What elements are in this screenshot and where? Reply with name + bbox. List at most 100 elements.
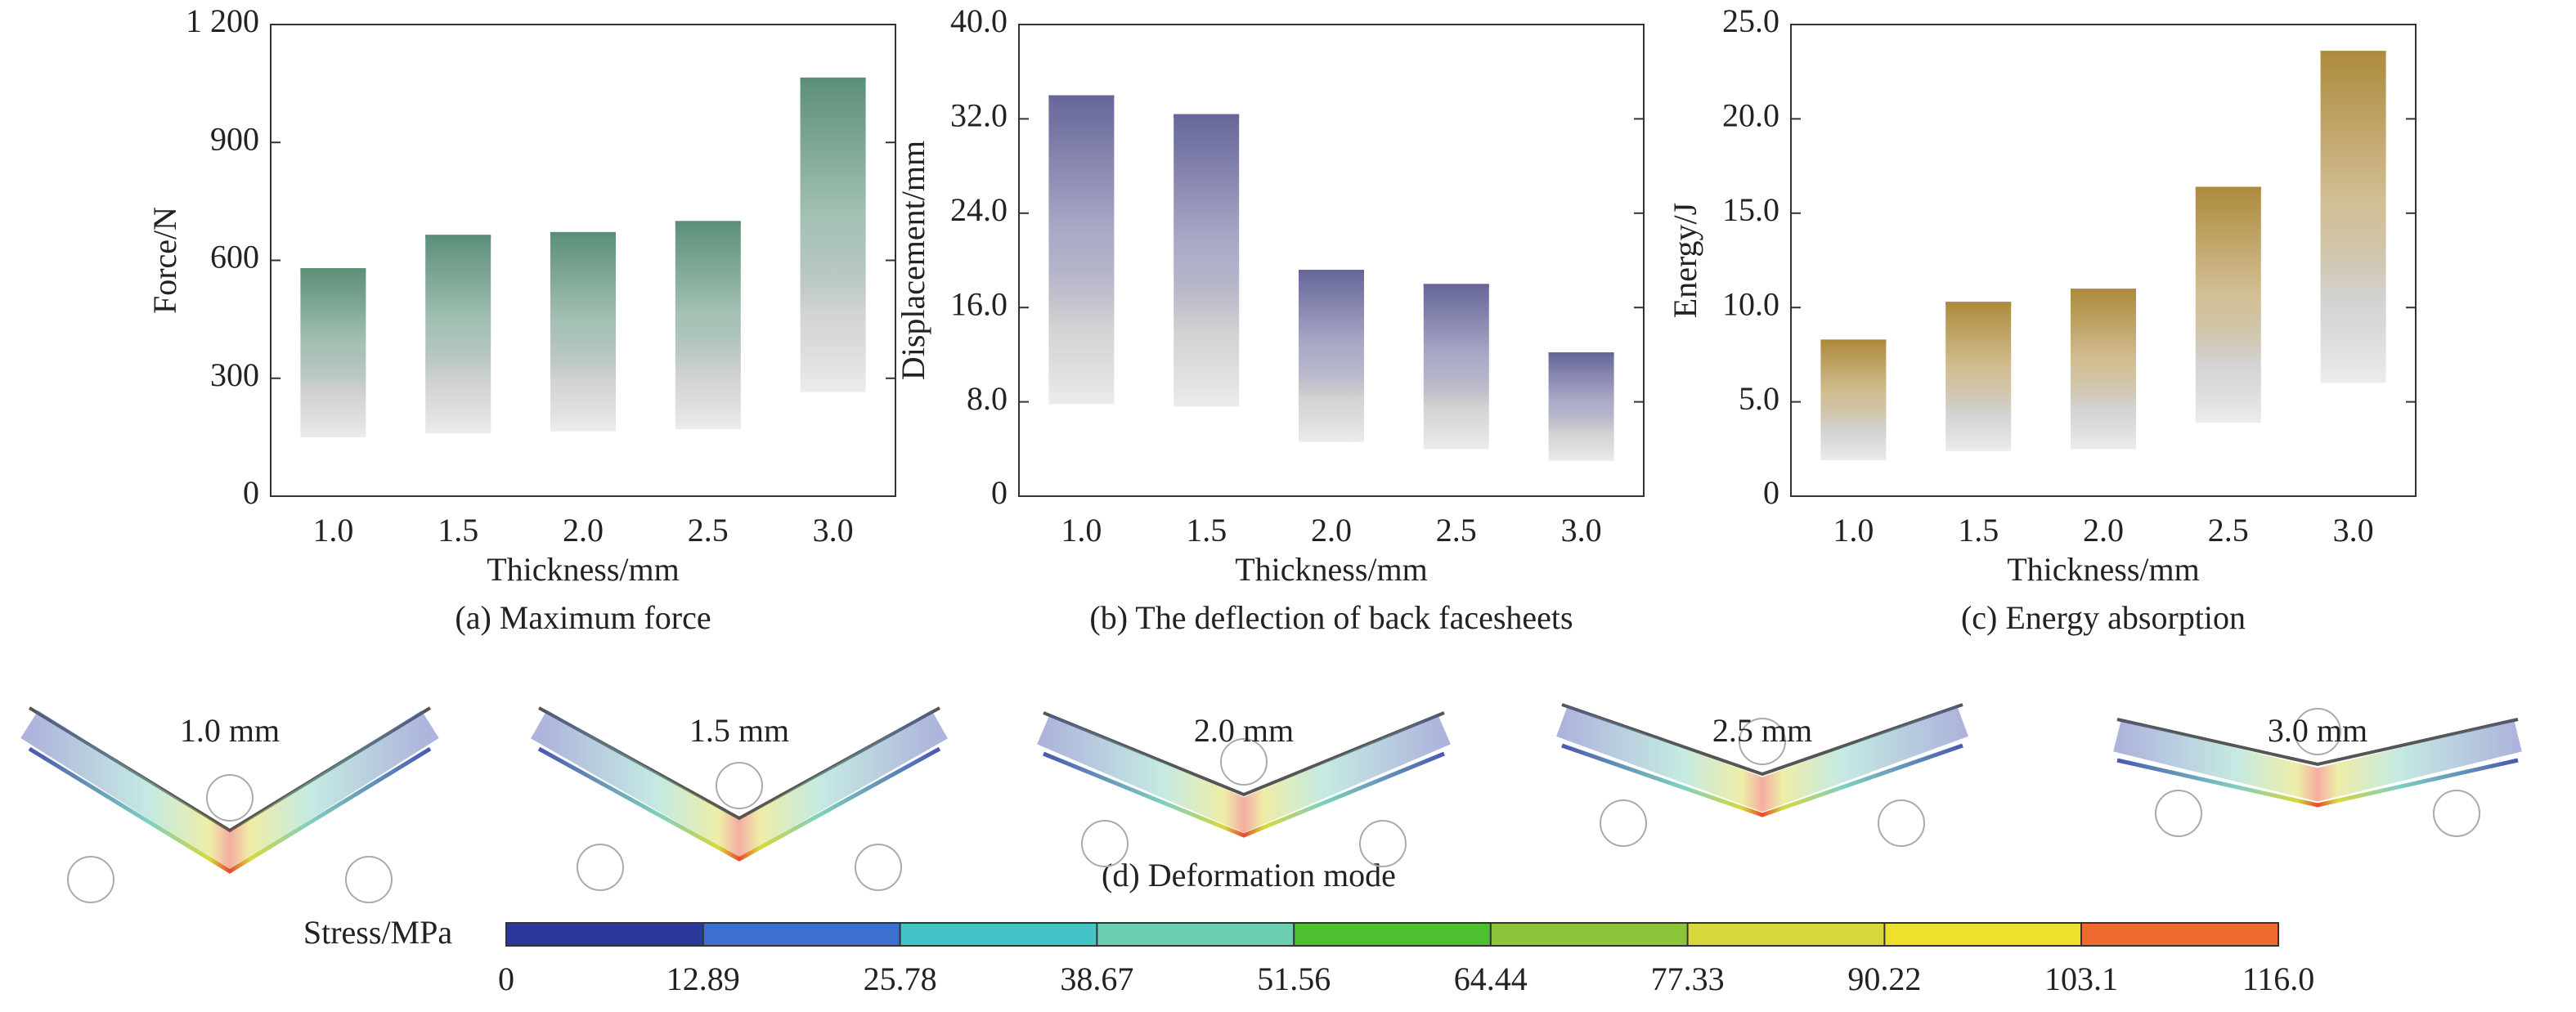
bar: [425, 235, 491, 434]
support: [1081, 820, 1129, 867]
deformation-label: 1.0 mm: [180, 712, 280, 749]
support: [1878, 799, 1925, 847]
colorbar-segment: [1097, 923, 1295, 946]
support: [2433, 790, 2480, 837]
x-axis-label: Thickness/mm: [2007, 551, 2200, 588]
bar: [1548, 352, 1614, 461]
x-axis-label: Thickness/mm: [1235, 551, 1428, 588]
core: [20, 710, 439, 871]
colorbar-segment: [1294, 923, 1491, 946]
deformation-label: 2.5 mm: [1712, 712, 1812, 749]
colorbar-tick-label: 12.89: [666, 961, 740, 997]
x-tick-label: 1.0: [1061, 512, 1102, 549]
caption: (a) Maximum force: [455, 599, 711, 636]
facesheet-bottom: [1561, 743, 1963, 817]
y-tick-label: 300: [210, 356, 259, 393]
y-axis-label: Force/N: [146, 207, 183, 314]
y-tick-label: 0: [1763, 474, 1779, 511]
x-tick-label: 2.5: [2208, 512, 2249, 549]
colorbar-tick-label: 0: [498, 961, 514, 997]
colorbar-segment: [1490, 923, 1688, 946]
support: [1359, 820, 1407, 867]
x-tick-label: 2.0: [1311, 512, 1352, 549]
bar: [800, 77, 866, 392]
facesheet-top: [1561, 703, 1963, 777]
x-tick-label: 3.0: [2333, 512, 2374, 549]
indenter: [206, 774, 254, 822]
facesheet-bottom: [1043, 751, 1445, 838]
deformation-label: 1.5 mm: [689, 712, 789, 749]
bar: [1174, 114, 1240, 407]
x-tick-label: 2.5: [688, 512, 729, 549]
x-tick-label: 2.5: [1436, 512, 1477, 549]
y-tick-label: 1 200: [186, 2, 259, 39]
indenter: [716, 762, 763, 809]
colorbar-tick-label: 64.44: [1454, 961, 1528, 997]
colorbar-tick-label: 116.0: [2242, 961, 2315, 997]
colorbar-segment: [1687, 923, 1885, 946]
y-tick-label: 8.0: [967, 380, 1008, 417]
indenter: [1739, 718, 1786, 765]
colorbar-tick-label: 38.67: [1060, 961, 1133, 997]
x-tick-label: 2.0: [2083, 512, 2124, 549]
bar: [2195, 186, 2261, 423]
y-tick-label: 15.0: [1722, 191, 1779, 228]
indenter: [2294, 708, 2341, 755]
y-tick-label: 5.0: [1739, 380, 1779, 417]
y-tick-label: 16.0: [950, 285, 1008, 322]
x-axis-label: Thickness/mm: [487, 551, 680, 588]
x-tick-label: 1.0: [1833, 512, 1874, 549]
colorbar-tick-label: 90.22: [1847, 961, 1921, 997]
support: [855, 844, 902, 891]
bar: [2320, 51, 2386, 383]
core: [531, 710, 948, 858]
bar: [1423, 284, 1489, 450]
support: [577, 844, 624, 891]
x-tick-label: 3.0: [813, 512, 854, 549]
support: [345, 856, 393, 903]
colorbar-segment: [1884, 923, 2082, 946]
y-tick-label: 24.0: [950, 191, 1008, 228]
x-tick-label: 2.0: [563, 512, 604, 549]
indenter: [1220, 738, 1268, 786]
y-axis-label: Energy/J: [1667, 203, 1703, 318]
colorbar-segment: [702, 923, 900, 946]
colorbar-tick-label: 25.78: [864, 961, 937, 997]
x-tick-label: 3.0: [1561, 512, 1602, 549]
y-tick-label: 32.0: [950, 97, 1008, 134]
caption: (c) Energy absorption: [1961, 599, 2246, 636]
bar: [1048, 95, 1115, 405]
colorbar-segment: [900, 923, 1097, 946]
deformation-label: 2.0 mm: [1194, 712, 1294, 749]
plot-frame: [1018, 24, 1645, 497]
y-tick-label: 10.0: [1722, 285, 1779, 322]
bar: [1299, 270, 1364, 442]
y-tick-label: 25.0: [1722, 2, 1779, 39]
colorbar-segment: [506, 923, 703, 946]
core: [2113, 719, 2522, 802]
bar: [2071, 289, 2136, 450]
bar: [1820, 339, 1887, 461]
support: [67, 856, 114, 903]
facesheet-bottom: [28, 746, 432, 874]
y-tick-label: 0: [991, 474, 1008, 511]
colorbar-tick-label: 103.1: [2044, 961, 2118, 997]
core: [1037, 714, 1451, 833]
x-tick-label: 1.5: [1186, 512, 1227, 549]
plot-frame: [1790, 24, 2417, 497]
y-tick-label: 600: [210, 239, 259, 275]
y-tick-label: 0: [243, 474, 259, 511]
colorbar-tick-label: 77.33: [1651, 961, 1725, 997]
facesheet-bottom: [537, 746, 941, 862]
support: [1600, 799, 1647, 847]
caption: (b) The deflection of back facesheets: [1089, 599, 1573, 636]
core: [1556, 705, 1968, 813]
support: [2155, 790, 2202, 837]
x-tick-label: 1.0: [312, 512, 353, 549]
y-tick-label: 900: [210, 120, 259, 157]
x-tick-label: 1.5: [438, 512, 478, 549]
y-axis-label: Displacement/mm: [895, 141, 931, 380]
colorbar-segment: [2081, 923, 2278, 946]
facesheet-top: [2116, 718, 2519, 767]
